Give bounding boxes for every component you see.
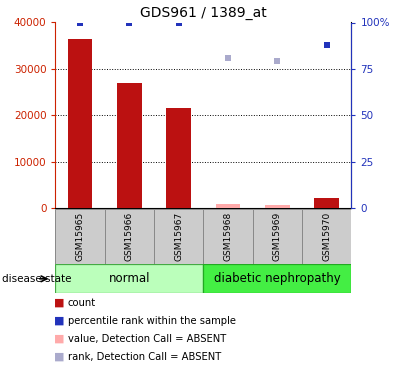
Text: disease state: disease state (2, 274, 72, 284)
Bar (314, 198, 339, 208)
Text: GSM15969: GSM15969 (273, 212, 282, 261)
Bar (105, 209, 154, 264)
Text: ■: ■ (54, 298, 65, 307)
Title: GDS961 / 1389_at: GDS961 / 1389_at (140, 6, 267, 20)
Bar (68, 39, 92, 208)
Text: ■: ■ (54, 352, 65, 362)
Text: GSM15965: GSM15965 (76, 212, 85, 261)
Text: ■: ■ (54, 316, 65, 326)
Bar (253, 209, 302, 264)
Text: GSM15966: GSM15966 (125, 212, 134, 261)
Text: diabetic nephropathy: diabetic nephropathy (214, 272, 341, 285)
Bar (154, 209, 203, 264)
Text: GSM15968: GSM15968 (224, 212, 233, 261)
Text: value, Detection Call = ABSENT: value, Detection Call = ABSENT (68, 334, 226, 344)
Bar (166, 108, 191, 208)
Bar (203, 209, 253, 264)
Bar (203, 264, 351, 293)
Bar (216, 204, 240, 208)
Bar (302, 209, 351, 264)
Text: normal: normal (109, 272, 150, 285)
Text: count: count (68, 298, 96, 307)
Text: GSM15970: GSM15970 (322, 212, 331, 261)
Bar (55, 209, 105, 264)
Text: ■: ■ (54, 334, 65, 344)
Text: rank, Detection Call = ABSENT: rank, Detection Call = ABSENT (68, 352, 221, 362)
Text: percentile rank within the sample: percentile rank within the sample (68, 316, 236, 326)
Bar (55, 264, 203, 293)
Bar (265, 205, 290, 208)
Text: GSM15967: GSM15967 (174, 212, 183, 261)
Bar (117, 83, 142, 208)
